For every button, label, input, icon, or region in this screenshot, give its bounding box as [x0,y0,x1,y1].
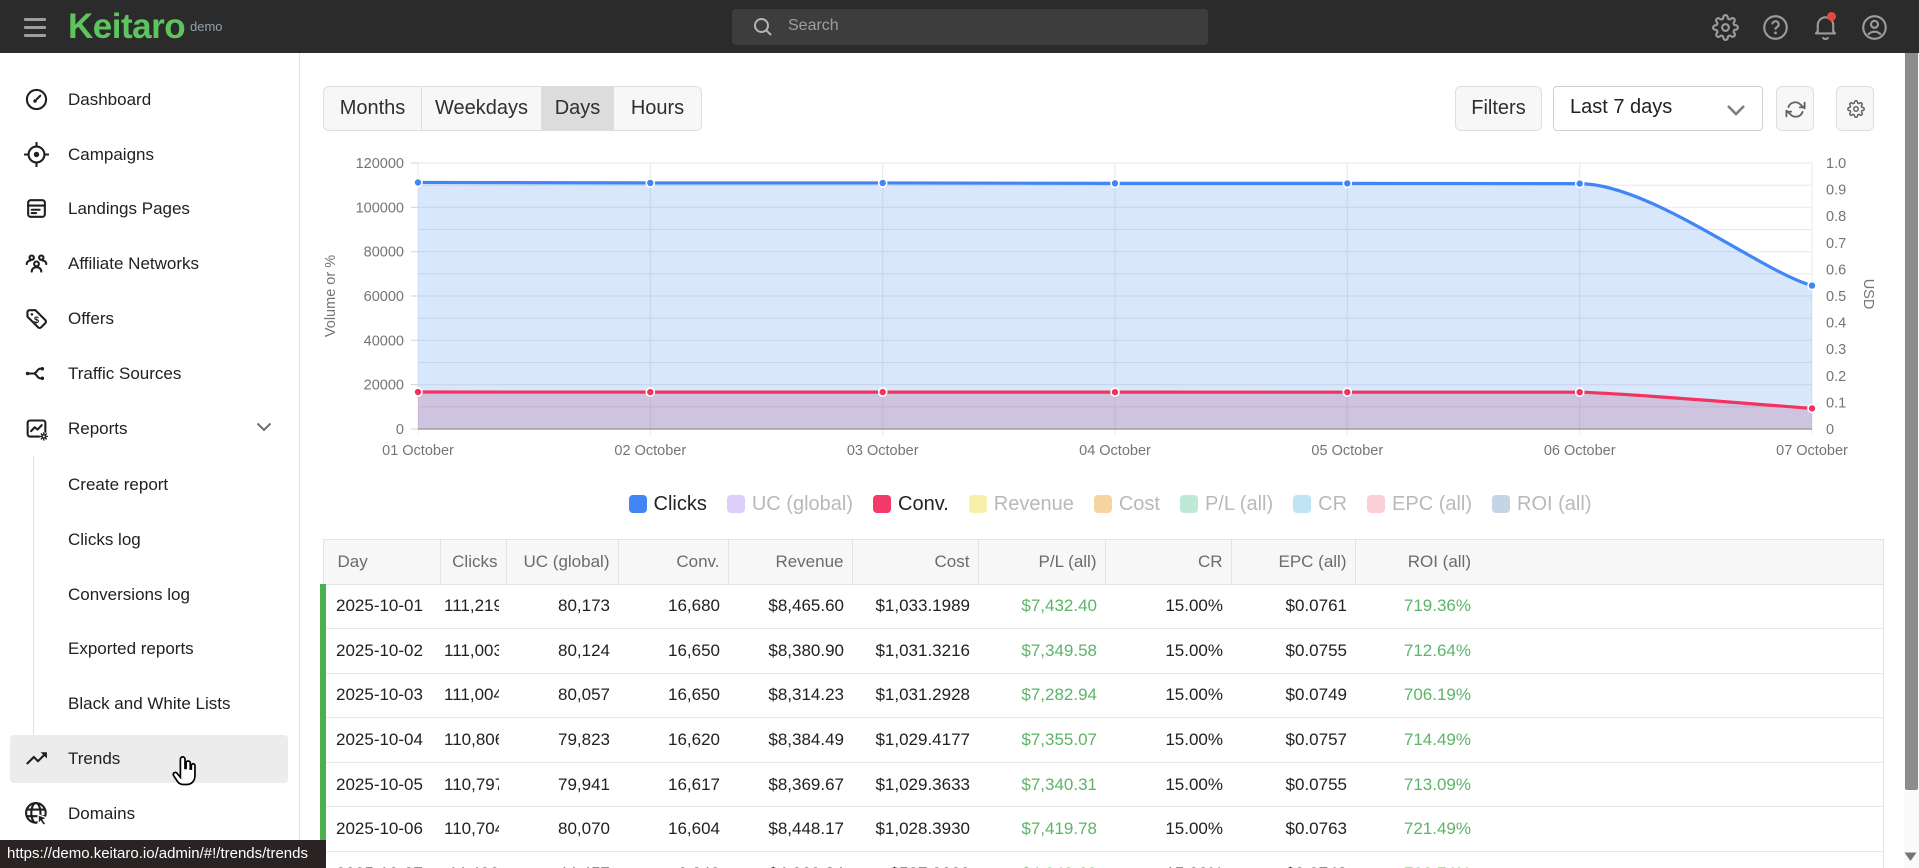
svg-text:0.6: 0.6 [1826,262,1846,278]
svg-text:0.3: 0.3 [1826,342,1846,358]
svg-text:100000: 100000 [356,200,404,216]
svg-text:0.2: 0.2 [1826,369,1846,385]
svg-text:02 October: 02 October [614,443,686,459]
svg-text:07 October: 07 October [1776,443,1848,459]
svg-text:0: 0 [1826,422,1834,438]
svg-text:1.0: 1.0 [1826,156,1846,172]
svg-text:40000: 40000 [364,333,404,349]
svg-text:03 October: 03 October [847,443,919,459]
svg-text:0.7: 0.7 [1826,236,1846,252]
svg-text:USD: USD [1860,279,1876,310]
svg-text:0.5: 0.5 [1826,289,1846,305]
svg-text:0.9: 0.9 [1826,183,1846,199]
svg-text:60000: 60000 [364,289,404,305]
svg-text:0.1: 0.1 [1826,395,1846,411]
svg-text:$: $ [34,315,40,325]
svg-text:0.8: 0.8 [1826,209,1846,225]
svg-text:01 October: 01 October [382,443,454,459]
svg-text:0: 0 [396,422,404,438]
svg-text:05 October: 05 October [1311,443,1383,459]
svg-text:20000: 20000 [364,378,404,394]
svg-text:04 October: 04 October [1079,443,1151,459]
svg-text:0.4: 0.4 [1826,316,1846,332]
svg-text:Volume or %: Volume or % [323,255,339,337]
svg-text:06 October: 06 October [1544,443,1616,459]
svg-text:80000: 80000 [364,245,404,261]
svg-text:120000: 120000 [356,156,404,172]
